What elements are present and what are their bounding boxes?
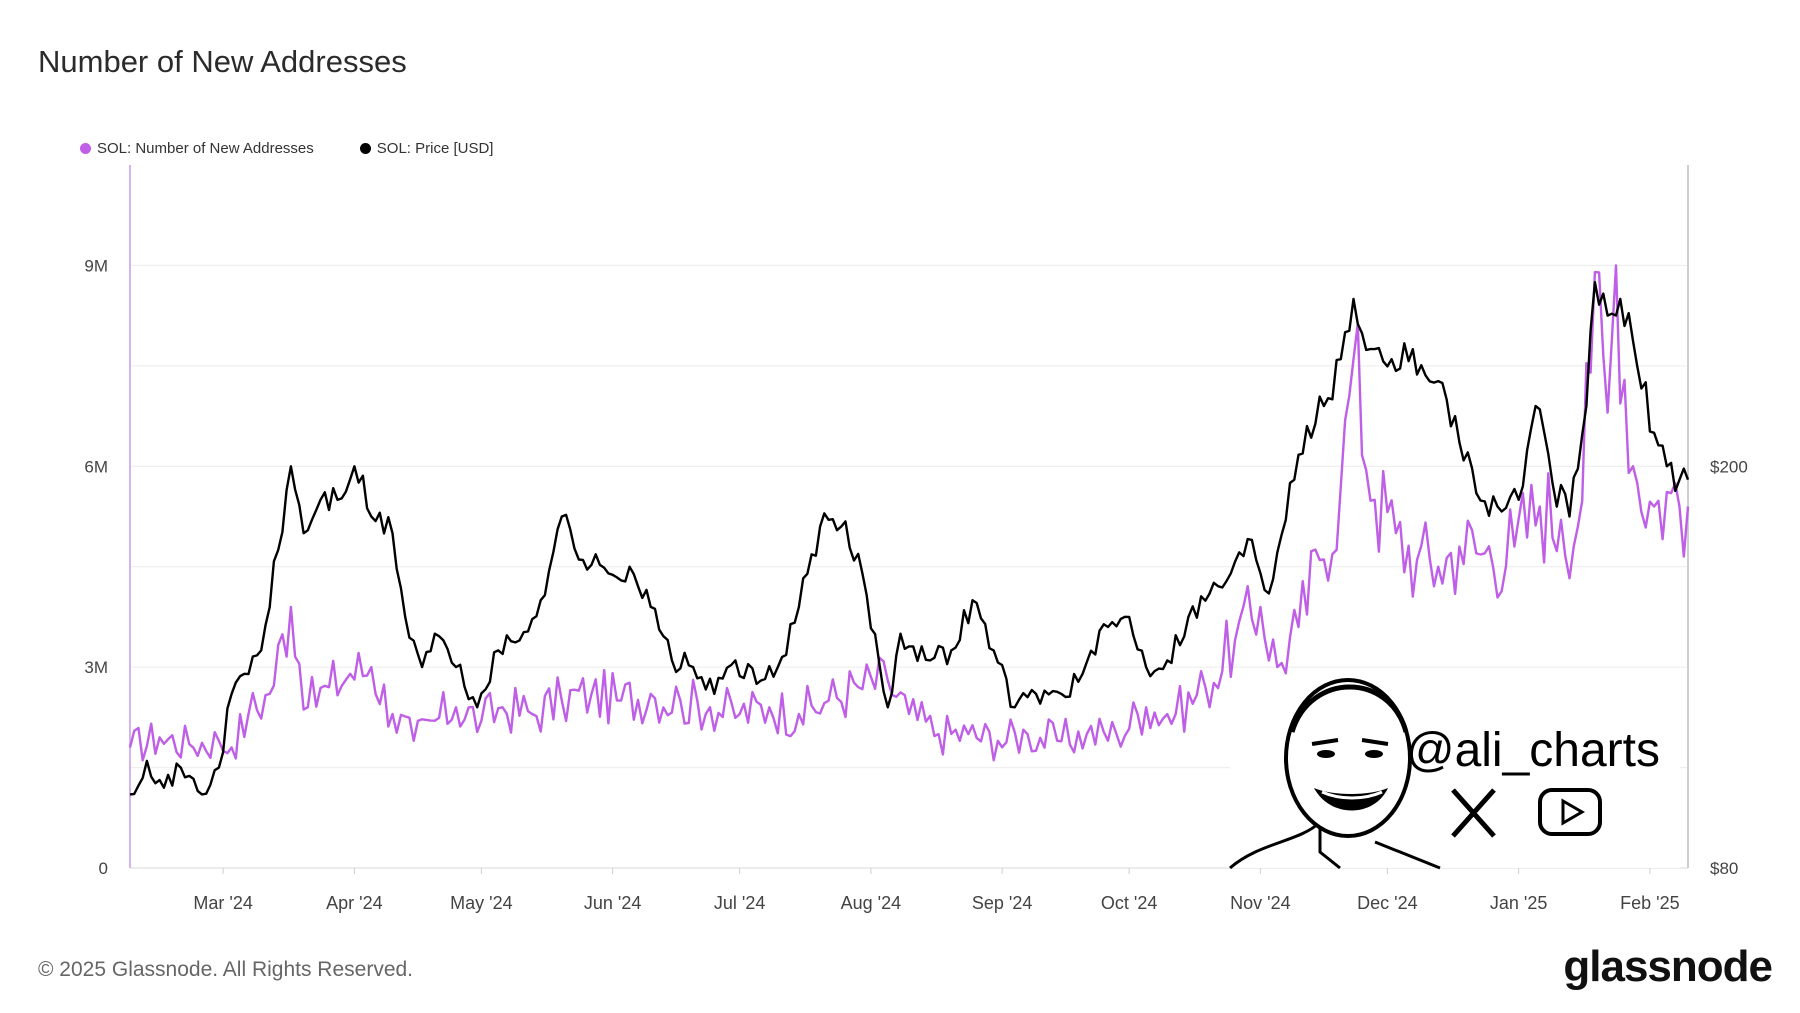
- chart-legend: SOL: Number of New Addresses SOL: Price …: [80, 140, 539, 157]
- chart-title: Number of New Addresses: [38, 44, 407, 79]
- legend-item-price[interactable]: SOL: Price [USD]: [359, 140, 494, 157]
- youtube-play-icon: [1561, 798, 1585, 826]
- x-tick-label: Jun '24: [584, 893, 641, 913]
- face-eye-right: [1365, 750, 1383, 758]
- series-new-addresses-line: [128, 264, 1690, 762]
- x-tick-label: Apr '24: [326, 893, 382, 913]
- face-eye-left: [1317, 750, 1335, 758]
- x-tick-label: Nov '24: [1230, 893, 1290, 913]
- y-left-tick-label: 9M: [84, 256, 108, 275]
- y-left-tick-label: 3M: [84, 658, 108, 677]
- x-tick-label: Sep '24: [972, 893, 1033, 913]
- cartoon-face-avatar: [1229, 678, 1441, 870]
- x-tick-label: May '24: [450, 893, 512, 913]
- y-left-tick-label: 0: [99, 859, 108, 878]
- x-tick-label: Dec '24: [1357, 893, 1417, 913]
- series-price-line: [129, 281, 1690, 796]
- x-tick-label: Oct '24: [1101, 893, 1157, 913]
- x-logo-icon: [1451, 788, 1496, 838]
- x-tick-label: Feb '25: [1620, 893, 1679, 913]
- y-left-axis: 0 3M 6M 9M: [84, 256, 108, 878]
- face-hair: [1289, 684, 1409, 733]
- series-layer: [128, 264, 1690, 796]
- youtube-icon: [1538, 788, 1602, 836]
- legend-label-price: SOL: Price [USD]: [376, 140, 494, 157]
- legend-label-new-addresses: SOL: Number of New Addresses: [97, 140, 314, 157]
- legend-dot-new-addresses: [80, 143, 91, 154]
- face-teeth: [1321, 790, 1383, 800]
- watermark: @ali_charts: [1229, 678, 1680, 870]
- legend-item-new-addresses[interactable]: SOL: Number of New Addresses: [80, 140, 314, 157]
- y-right-axis: $80 $200: [1710, 457, 1748, 878]
- y-right-tick-label: $80: [1710, 859, 1738, 878]
- grid-lines: [130, 264, 1688, 769]
- face-shoulder-right: [1374, 840, 1441, 870]
- x-tick-label: Aug '24: [841, 893, 902, 913]
- x-tick-label: Jul '24: [714, 893, 765, 913]
- x-tick-label: Mar '24: [193, 893, 252, 913]
- watermark-handle: @ali_charts: [1406, 724, 1660, 777]
- legend-dot-price: [359, 143, 371, 154]
- y-left-tick-label: 6M: [84, 457, 108, 476]
- x-tick-label: Jan '25: [1490, 893, 1547, 913]
- face-brows: [1311, 738, 1389, 746]
- y-right-tick-label: $200: [1710, 457, 1748, 476]
- x-axis: Mar '24 Apr '24 May '24 Jun '24 Jul '24 Aug '…: [193, 868, 1680, 913]
- copyright-footer: © 2025 Glassnode. All Rights Reserved.: [38, 958, 414, 981]
- glassnode-logo[interactable]: glassnode: [1563, 942, 1773, 991]
